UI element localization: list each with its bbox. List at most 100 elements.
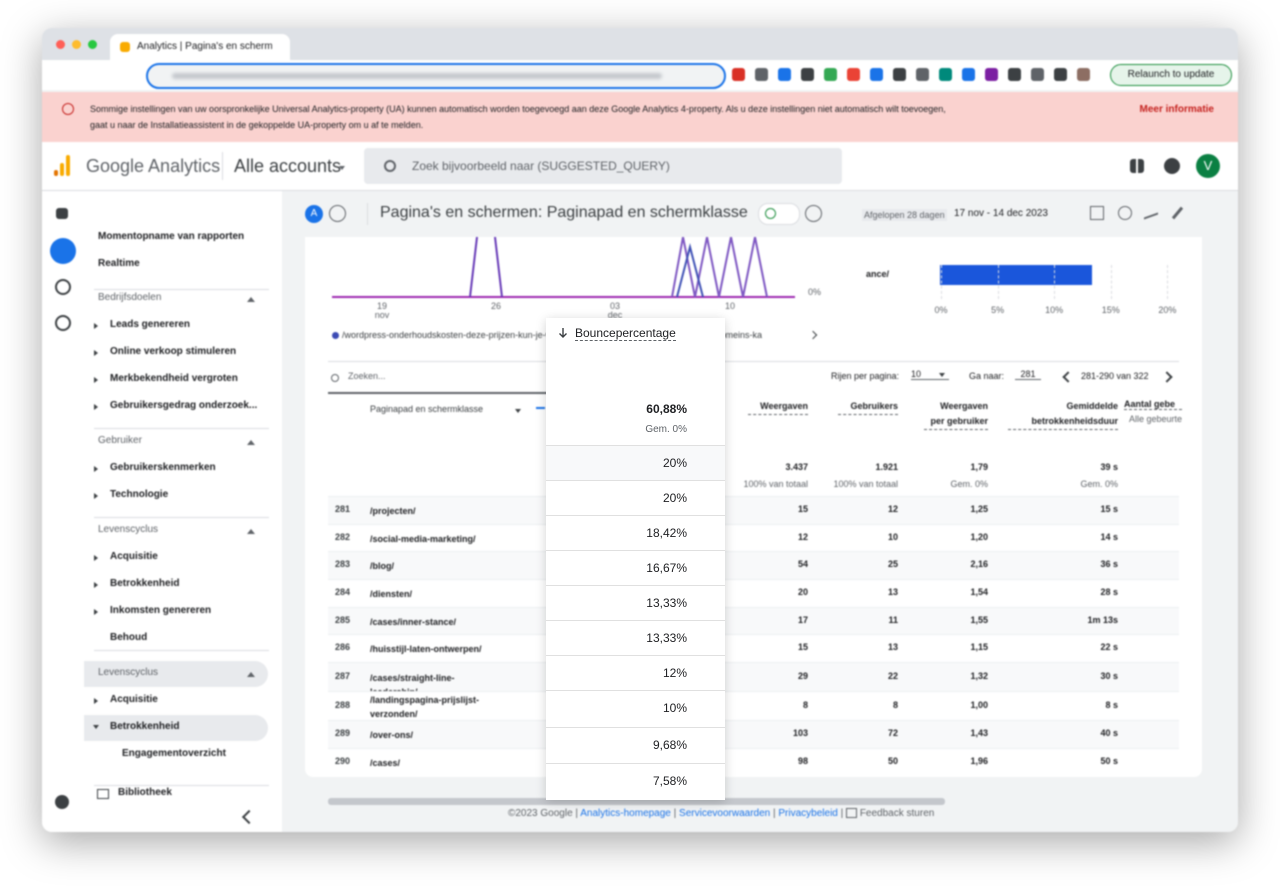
column-header[interactable]: Bouncepercentage [575,326,676,341]
legend-next[interactable] [808,330,818,340]
status-chip[interactable] [758,203,800,225]
settings-icon[interactable] [55,795,69,809]
extension-icon[interactable] [824,68,837,81]
bar-grid-line [1110,265,1113,299]
footer-link[interactable]: Feedback sturen [859,808,935,819]
row-path[interactable]: /over-ons/ [370,730,414,740]
row-path[interactable]: /cases/ [370,758,401,768]
help-icon[interactable] [1164,158,1180,174]
banner-link[interactable]: Meer informatie [1139,104,1214,115]
extension-icon[interactable] [962,68,975,81]
date-range[interactable]: 17 nov - 14 dec 2023 [954,208,1048,219]
nav-item[interactable]: Online verkoop stimuleren [110,346,237,357]
nav-item[interactable]: Behoud [110,632,148,643]
bar-grid-line [941,265,943,299]
add-button[interactable] [805,205,822,222]
bounce-value: 9,68% [652,738,687,752]
extension-icon[interactable] [1008,68,1021,81]
table-search[interactable]: Zoeken... [348,371,386,381]
nav-item[interactable]: Momentopname van rapporten [98,231,245,242]
nav-item[interactable]: Bibliotheek [118,787,172,798]
column-header[interactable]: Paginapad en schermklasse [370,404,484,414]
extension-icon[interactable] [1077,68,1090,81]
collapse-caret [247,297,255,302]
total-sub: 100% van totaal [833,479,898,489]
reports-icon[interactable] [50,238,76,264]
extension-icon[interactable] [870,68,883,81]
search-box[interactable]: Zoek bijvoorbeeld naar (SUGGESTED_QUERY) [364,148,842,184]
row-path[interactable]: /blog/ [370,561,394,571]
share-icon[interactable] [1118,206,1132,220]
row-path[interactable]: /social-media-marketing/ [370,533,476,544]
nav-item[interactable]: Engagementoverzicht [122,748,226,759]
apps-icon[interactable] [1130,159,1144,173]
footer-link[interactable]: Analytics-homepage [580,808,671,819]
extension-icon[interactable] [985,68,998,81]
legend-item[interactable]: /cases/romeins-ka [689,330,763,340]
nav-item[interactable]: Acquisitie [110,694,158,705]
nav-item[interactable]: Merkbekendheid vergroten [110,373,238,384]
extension-icon[interactable] [1031,68,1044,81]
row-value: 30 s [1100,670,1118,681]
advertising-icon[interactable] [55,315,71,331]
close-dot[interactable] [56,40,65,49]
row-path[interactable]: /projecten/ [370,506,416,516]
nav-item[interactable]: Gebruikersgedrag onderzoek... [110,400,258,411]
goto-input[interactable]: 281 [1015,369,1041,380]
next-page[interactable] [1161,371,1173,383]
extension-icon[interactable] [778,68,791,81]
column-header[interactable]: Gemiddelde betrokkenheidsduur [1008,399,1118,430]
explore-icon[interactable] [55,279,71,295]
zoom-dot[interactable] [88,40,97,49]
nav-item[interactable]: Inkomsten genereren [110,605,212,616]
extension-icon[interactable] [847,68,860,81]
extension-icon[interactable] [732,68,745,81]
extension-icon[interactable] [916,68,929,81]
add-comparison[interactable] [329,205,346,222]
footer-link[interactable]: Privacybeleid [778,808,838,819]
expand-caret [94,466,98,472]
relaunch-button[interactable]: Relaunch to update [1110,64,1232,86]
nav-item[interactable]: Leads genereren [110,319,191,330]
avatar[interactable]: V [1196,154,1220,178]
row-value: 10 [887,531,898,542]
nav-item[interactable]: Betrokkenheid [110,578,180,589]
comparison-badge[interactable]: A [305,205,323,223]
extension-icon[interactable] [1054,68,1067,81]
row-path[interactable]: /landingspagina-prijslijst-verzonden/ [370,694,480,719]
address-bar[interactable] [146,63,726,89]
nav-divider [94,428,269,429]
minimize-dot[interactable] [72,40,81,49]
row-value: 8 [802,699,808,710]
row-path[interactable]: /diensten/ [370,589,413,599]
extension-icon[interactable] [755,68,768,81]
nav-item[interactable]: Technologie [110,489,169,500]
column-header[interactable]: Weergaven per gebruiker [924,399,988,430]
extension-icon[interactable] [893,68,906,81]
nav-item[interactable]: Gebruikerskenmerken [110,462,216,473]
column-header[interactable]: Weergaven [748,399,808,415]
row-value: 1,54 [970,587,988,597]
customize-icon[interactable] [1090,206,1104,220]
nav-highlight [84,715,268,741]
tab[interactable]: Analytics | Pagina's en scherm [110,34,290,60]
nav-item[interactable]: Acquisitie [110,551,158,562]
nav-item[interactable]: Betrokkenheid [110,721,180,732]
insights-icon[interactable] [1144,206,1158,220]
prev-page[interactable] [1062,371,1074,383]
row-path[interactable]: /huisstijl-laten-ontwerpen/ [370,644,482,654]
extension-icon[interactable] [801,68,814,81]
column-header[interactable]: Aantal gebe [1124,399,1182,410]
home-icon[interactable] [56,208,68,219]
rows-per-page[interactable]: 10 [911,369,949,380]
account-picker[interactable]: Alle accounts [234,156,342,176]
extension-icon[interactable] [939,68,952,81]
footer-link[interactable]: Servicevoorwaarden [679,808,771,819]
legend-item[interactable]: /wordpress-onderhoudskosten-deze-prijzen… [342,330,595,340]
row-value: 15 s [1100,504,1118,514]
edit-icon[interactable] [1171,206,1184,220]
collapse-nav[interactable] [241,809,257,825]
column-header[interactable]: Gebruikers [838,399,898,415]
row-path[interactable]: /cases/inner-stance/ [370,616,457,627]
nav-item[interactable]: Realtime [98,258,140,269]
